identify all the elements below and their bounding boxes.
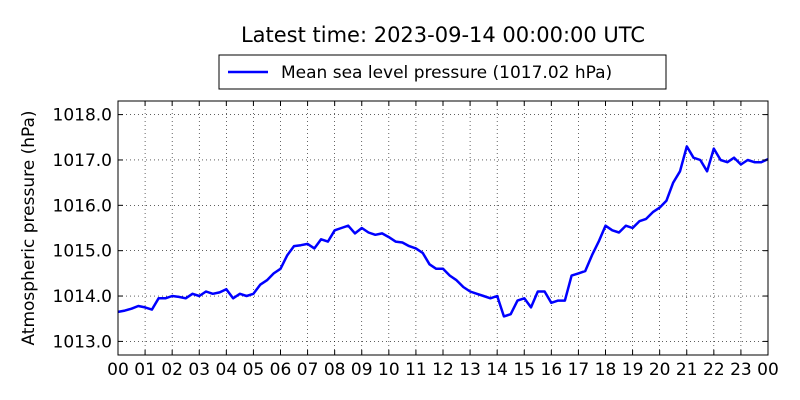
x-tick-label: 07 — [297, 360, 319, 380]
x-tick-label: 05 — [243, 360, 265, 380]
x-tick-label: 12 — [432, 360, 454, 380]
x-tick-label: 23 — [730, 360, 752, 380]
y-tick-label: 1016.0 — [53, 196, 112, 216]
plot-frame — [117, 100, 769, 356]
x-tick-label: 11 — [405, 360, 427, 380]
grid-lines — [117, 101, 769, 355]
x-tick-label: 17 — [568, 360, 590, 380]
y-axis-ticks: 1013.0 1014.0 1015.0 1016.0 1017.0 1018.0 — [53, 106, 768, 352]
x-tick-label: 06 — [270, 360, 292, 380]
chart-title: Latest time: 2023-09-14 00:00:00 UTC — [241, 23, 645, 47]
x-tick-label: 00 — [757, 360, 779, 380]
legend-box — [218, 54, 667, 90]
x-tick-label: 04 — [216, 360, 238, 380]
legend-label: Mean sea level pressure (1017.02 hPa) — [281, 63, 612, 83]
y-tick-label: 1015.0 — [53, 242, 112, 262]
x-tick-label: 15 — [513, 360, 535, 380]
x-tick-label: 09 — [351, 360, 373, 380]
y-tick-label: 1017.0 — [53, 151, 112, 171]
x-tick-label: 20 — [649, 360, 671, 380]
x-tick-label: 14 — [486, 360, 508, 380]
x-tick-label: 21 — [676, 360, 698, 380]
x-tick-label: 08 — [324, 360, 346, 380]
x-tick-label: 19 — [622, 360, 644, 380]
x-tick-label: 02 — [161, 360, 183, 380]
x-tick-label: 16 — [541, 360, 563, 380]
x-tick-label: 03 — [188, 360, 210, 380]
x-tick-label: 13 — [459, 360, 481, 380]
x-tick-label: 10 — [378, 360, 400, 380]
y-tick-label: 1018.0 — [53, 106, 112, 126]
y-tick-label: 1013.0 — [53, 332, 112, 352]
series-line-layer — [117, 145, 769, 318]
x-tick-label: 22 — [703, 360, 725, 380]
y-tick-label: 1014.0 — [53, 287, 112, 307]
x-tick-label: 18 — [595, 360, 617, 380]
x-tick-label: 00 — [107, 360, 129, 380]
legend: Mean sea level pressure (1017.02 hPa) — [218, 54, 667, 90]
x-axis-ticks: 00 01 02 03 04 05 06 07 08 09 10 11 12 13 14 15 16 17 18 19… — [107, 101, 779, 380]
series-line — [117, 145, 769, 318]
y-axis-label: Atmospheric pressure (hPa) — [19, 110, 39, 345]
x-tick-label: 01 — [134, 360, 156, 380]
